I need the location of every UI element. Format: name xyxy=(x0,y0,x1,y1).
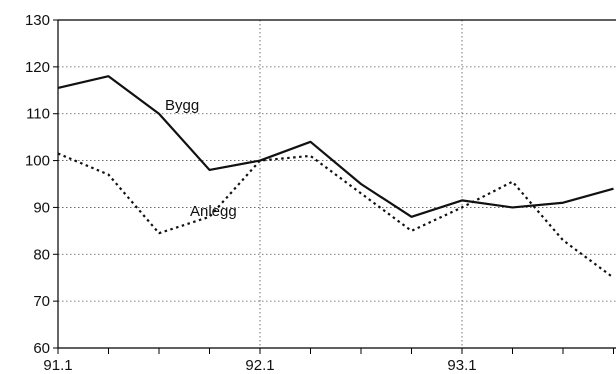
y-tick-label-90: 90 xyxy=(33,199,50,216)
labels: 60 70 80 90 100 110 120 130 91.1 92.1 93.1 Bygg Anle… xyxy=(25,12,477,374)
y-tick-label-120: 120 xyxy=(25,59,50,76)
series-label-anlegg: Anlegg xyxy=(190,203,237,220)
x-tick-label-2: 93.1 xyxy=(447,357,476,374)
axes xyxy=(53,19,616,354)
y-tick-label-110: 110 xyxy=(26,106,50,123)
series-lines xyxy=(57,75,615,279)
grid xyxy=(58,19,616,348)
y-tick-label-70: 70 xyxy=(33,293,50,310)
series-line-bygg xyxy=(57,75,614,218)
y-tick-label-100: 100 xyxy=(25,153,50,170)
x-tick-label-1: 92.1 xyxy=(245,357,274,374)
series-label-bygg: Bygg xyxy=(165,97,199,114)
x-tick-label-0: 91.1 xyxy=(43,357,72,374)
y-tick-label-60: 60 xyxy=(33,340,50,357)
series-line-anlegg xyxy=(57,152,615,279)
y-tick-label-80: 80 xyxy=(33,246,50,263)
y-tick-label-130: 130 xyxy=(25,12,50,29)
